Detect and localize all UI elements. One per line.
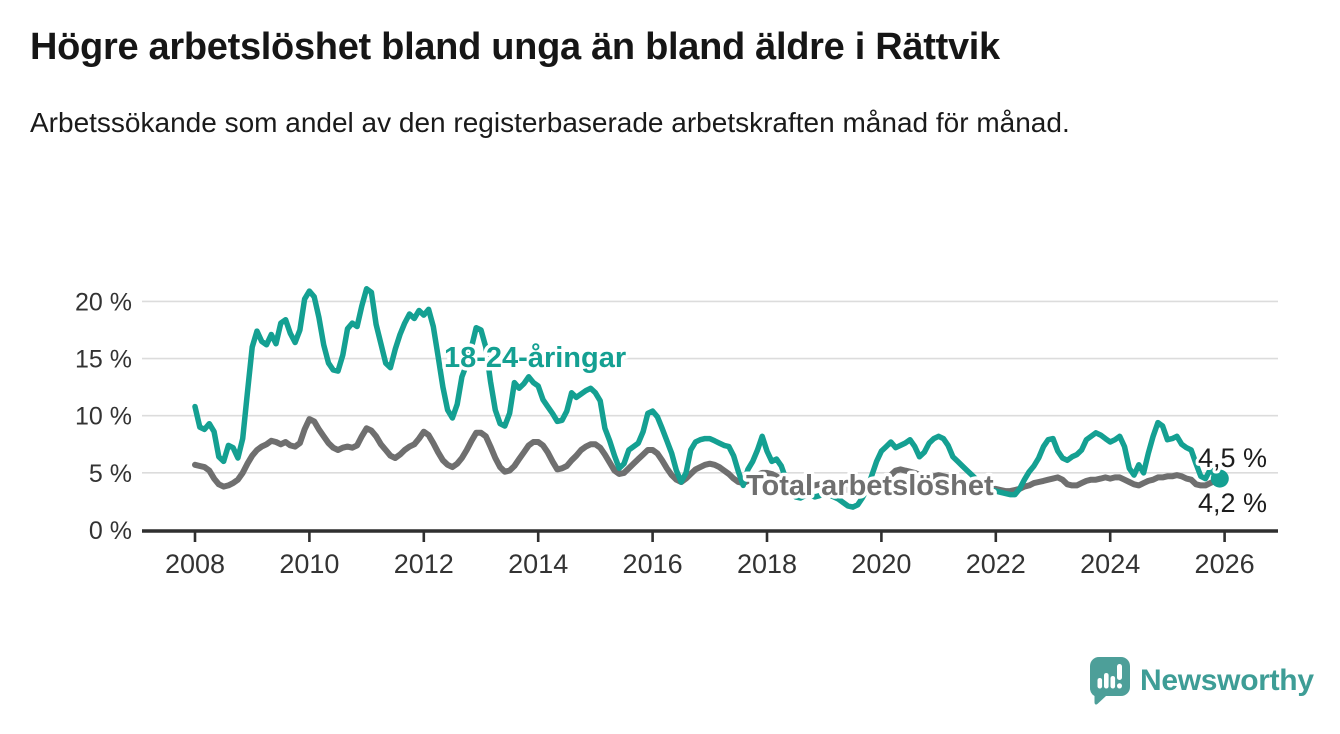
- x-axis-label: 2018: [737, 549, 797, 579]
- x-axis-label: 2012: [394, 549, 454, 579]
- y-axis-label: 15 %: [75, 346, 132, 374]
- youth-series-label: 18-24-åringar: [444, 342, 626, 374]
- x-axis-label: 2016: [623, 549, 683, 579]
- youth-series-end-dot: [1210, 469, 1229, 488]
- youth-series-line: [192, 286, 1223, 510]
- x-axis-label: 2022: [966, 549, 1026, 579]
- page-title: Högre arbetslöshet bland unga än bland ä…: [30, 26, 1000, 68]
- youth-end-value-label: 4,5 %: [1198, 443, 1267, 473]
- x-axis-label: 2010: [279, 549, 339, 579]
- y-axis-label: 0 %: [89, 517, 132, 545]
- chart-subtitle: Arbetssökande som andel av den registerb…: [30, 107, 1070, 138]
- x-axis-label: 2024: [1080, 549, 1140, 579]
- newsworthy-logo-text: Newsworthy: [1140, 663, 1314, 697]
- y-axis-label: 5 %: [89, 460, 132, 488]
- y-axis-label: 10 %: [75, 403, 132, 431]
- x-axis-label: 2014: [508, 549, 568, 579]
- newsworthy-logo: Newsworthy: [1086, 655, 1314, 706]
- newsworthy-logo-icon: [1089, 657, 1130, 705]
- chart-header: Högre arbetslöshet bland unga än bland ä…: [30, 26, 1320, 144]
- x-axis-label: 2020: [851, 549, 911, 579]
- y-axis-label: 20 %: [75, 288, 132, 316]
- total-series-line: [192, 416, 1223, 495]
- x-axis-label: 2008: [165, 549, 225, 579]
- total-series-label: Total arbetslöshet: [746, 470, 994, 502]
- total-end-value-label: 4,2 %: [1198, 488, 1267, 518]
- x-axis-label: 2026: [1195, 549, 1255, 579]
